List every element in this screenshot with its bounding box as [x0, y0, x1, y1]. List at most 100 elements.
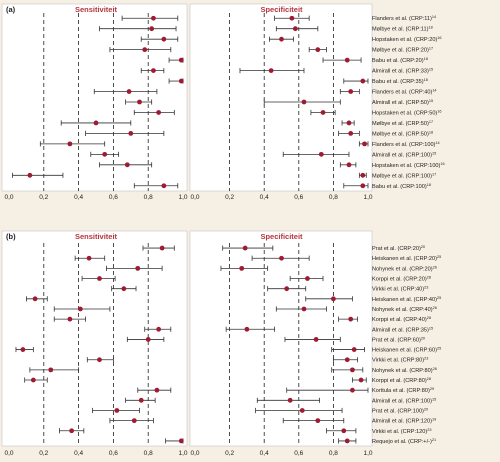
reference-number: 14 — [432, 89, 436, 93]
reference-number: 18 — [428, 26, 432, 30]
study-label: Mølbye et al. (CRP:50)17 — [372, 120, 433, 127]
sens-tick-label: 0,0 — [4, 194, 13, 201]
sens-point — [135, 265, 141, 271]
spec-tick-label: 0,0 — [190, 194, 199, 201]
sens-point — [178, 438, 184, 444]
reference-number: 16 — [440, 162, 444, 166]
sens-point — [131, 418, 137, 424]
sensitivity-plot-area — [1, 230, 188, 447]
spec-point — [284, 286, 290, 292]
spec-point — [299, 408, 305, 413]
sens-point — [151, 15, 156, 21]
reference-number: 14 — [435, 141, 439, 145]
sens-point — [178, 78, 184, 84]
spec-point — [344, 57, 350, 63]
sens-point — [142, 47, 148, 53]
spec-point — [362, 141, 367, 147]
spec-point — [301, 306, 307, 312]
reference-number: 15 — [429, 326, 433, 330]
study-label: Almirall et al. (CRP:120)19 — [372, 418, 436, 425]
reference-number: 28 — [427, 316, 431, 320]
specificity-plot-area — [189, 3, 373, 192]
sens-point — [145, 337, 151, 342]
sens-point — [93, 120, 99, 126]
spec-point — [242, 245, 248, 251]
study-label: Almirall et al. (CRP:100)15 — [372, 151, 436, 158]
spec-point — [313, 337, 319, 342]
sens-tick-label: 0,8 — [144, 194, 153, 201]
sens-point — [97, 357, 102, 363]
study-label: Nohynek et al. (CRP:20)26 — [372, 265, 437, 272]
specificity-plot-area — [189, 230, 373, 447]
spec-point — [346, 162, 352, 168]
reference-number: 23 — [424, 286, 428, 290]
spec-point — [360, 78, 366, 84]
reference-number: 19 — [432, 418, 436, 422]
spec-point — [289, 15, 295, 21]
sens-point — [124, 162, 130, 168]
panel-label: (b) — [6, 232, 16, 241]
reference-number: 15 — [432, 397, 436, 401]
sens-point — [149, 26, 155, 32]
spec-point — [287, 397, 293, 403]
spec-point — [320, 110, 326, 115]
study-label: Mølbye et al. (CRP:11)18 — [372, 26, 433, 33]
sens-point — [126, 89, 132, 94]
panel-b: (b) Sensitiviteit Specificiteit 0,0 0,0 0,2 0,… — [1, 230, 441, 457]
sens-tick-label: 0,0 — [4, 450, 13, 457]
study-label: Korttula et al. (CRP:80)29 — [372, 387, 434, 394]
spec-point — [360, 183, 366, 189]
sens-point — [156, 326, 162, 332]
sens-point — [128, 131, 134, 136]
reference-number: 26 — [433, 306, 437, 310]
sens-tick-label: 0,8 — [144, 450, 153, 457]
reference-number: 15 — [429, 68, 433, 72]
reference-number: 15 — [432, 151, 436, 155]
study-label: Almirall et al. (CRP:35)15 — [372, 326, 433, 333]
reference-number: 18 — [424, 57, 428, 61]
spec-point — [346, 120, 352, 126]
sens-point — [30, 377, 36, 383]
spec-tick-label: 0,4 — [260, 194, 269, 201]
study-label: Korppi et al. (CRP:80)28 — [372, 377, 431, 384]
study-label: Heiskanen et al. (CRP:40)25 — [372, 296, 441, 303]
sens-point — [114, 408, 120, 413]
study-label: Flanders et al. (CRP:40)14 — [372, 89, 437, 96]
reference-number: 17 — [429, 47, 433, 51]
reference-number: 21 — [432, 438, 436, 442]
sens-point — [151, 68, 156, 73]
reference-number: 28 — [427, 276, 431, 280]
sensitivity-plot-area — [1, 3, 188, 192]
spec-tick-label: 1,0 — [363, 194, 372, 201]
study-label: Flanders et al. (CRP:100)14 — [372, 141, 440, 148]
sens-point — [154, 387, 160, 393]
reference-number: 29 — [430, 387, 434, 391]
study-label: Mølbye et al. (CRP:50)18 — [372, 130, 433, 137]
study-label: Hopstaken et al. (CRP:20)16 — [372, 36, 442, 43]
spec-point — [344, 357, 350, 363]
spec-point — [268, 68, 274, 73]
sens-point — [102, 151, 108, 157]
study-label: Flanders et al. (CRP:11)14 — [372, 15, 436, 22]
spec-point — [305, 276, 310, 281]
spec-point — [301, 99, 307, 105]
study-label: Mølbye et al. (CRP:100)17 — [372, 172, 436, 179]
study-label: Korppi et al. (CRP:20)28 — [372, 276, 431, 283]
spec-tick-label: 0,4 — [260, 450, 269, 457]
study-label: Babu et al. (CRP:35)18 — [372, 78, 428, 85]
reference-number: 16 — [437, 36, 441, 40]
reference-number: 28 — [427, 377, 431, 381]
spec-point — [351, 347, 357, 352]
spec-point — [239, 265, 245, 271]
reference-number: 25 — [437, 255, 441, 259]
sens-point — [161, 36, 167, 42]
sens-point — [20, 347, 26, 352]
spec-point — [315, 47, 321, 53]
sens-tick-label: 1,0 — [178, 450, 187, 457]
sens-point — [138, 397, 144, 403]
reference-number: 26 — [433, 265, 437, 269]
spec-point — [348, 131, 354, 136]
spec-point — [350, 367, 355, 373]
reference-number: 14 — [432, 15, 436, 19]
